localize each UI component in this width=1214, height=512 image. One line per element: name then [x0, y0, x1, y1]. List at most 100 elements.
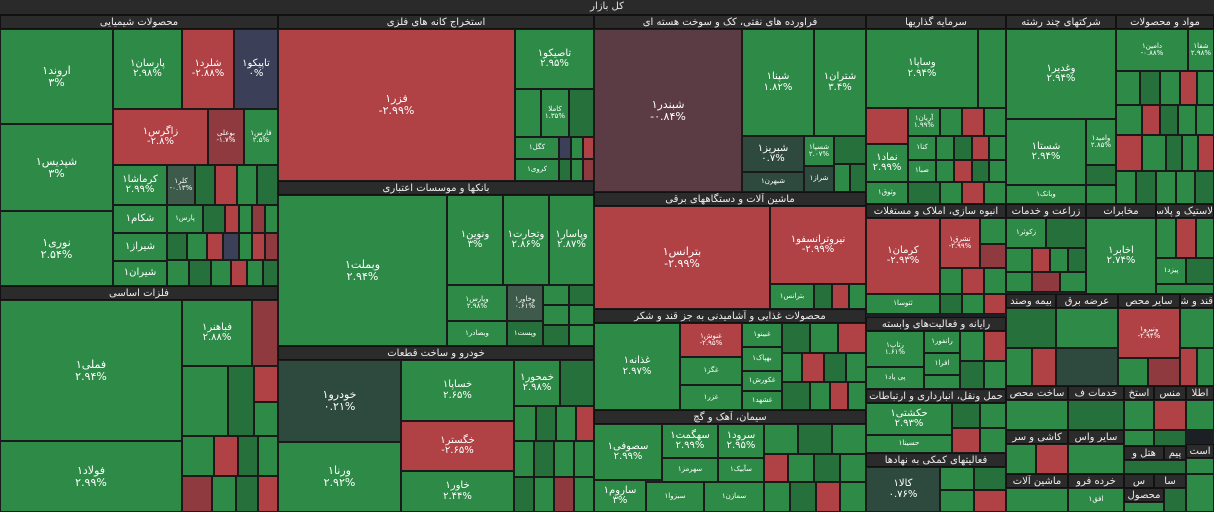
- tile-khavar[interactable]: خاور۱ ۲.۴۴%: [401, 471, 514, 512]
- tile-auto-small[interactable]: [560, 360, 594, 406]
- tile-trans-small[interactable]: [952, 428, 980, 453]
- tile-agri-small[interactable]: [1068, 248, 1086, 272]
- tile-kana[interactable]: کنا۱: [908, 136, 936, 160]
- tile-serod[interactable]: سرود۱ ۲.۹۵%: [718, 424, 764, 458]
- tile-khgostar[interactable]: خگستر۱ -۲.۶۵%: [401, 421, 514, 471]
- sector-real-estate-header[interactable]: انبوه سازی، املاک و مستغلات: [866, 204, 1006, 218]
- tile-row-small[interactable]: [1124, 460, 1186, 474]
- tile-chem-small[interactable]: [225, 205, 239, 233]
- tile-vnikro[interactable]: ونیرو۱ -۲.۹۴%: [1118, 308, 1180, 358]
- sector-insurance-header[interactable]: بیمه وصند: [1006, 294, 1056, 308]
- sector-materials-header[interactable]: مواد و محصولات: [1116, 15, 1214, 29]
- tile-vpost[interactable]: وپست۱: [507, 321, 543, 346]
- tile-multi-small[interactable]: [1086, 185, 1116, 204]
- tile-bahak[interactable]: بهپاک۱: [742, 347, 782, 371]
- tile-tapeco[interactable]: تاصیکو۱ ۲.۹۵%: [515, 29, 594, 89]
- tile-row-small[interactable]: [1154, 400, 1186, 430]
- tile-rub-small[interactable]: [1196, 218, 1214, 258]
- tile-fin-small[interactable]: [940, 490, 974, 512]
- tile-mat-small[interactable]: [1116, 105, 1142, 135]
- tile-khsapa[interactable]: خساپا۱ ۲.۶۵%: [401, 360, 514, 421]
- tile-fameli[interactable]: فملی۱ ۲.۹۴%: [0, 300, 182, 441]
- tile-mat-small[interactable]: [1116, 71, 1140, 105]
- tile-rub-small[interactable]: [1186, 258, 1214, 284]
- tile-oil-small[interactable]: [834, 164, 850, 192]
- tile-mach-small[interactable]: [814, 284, 832, 309]
- sector-textile-header[interactable]: منس: [1154, 386, 1186, 400]
- tile-agri-small[interactable]: [1032, 248, 1050, 272]
- tile-inv-small[interactable]: [954, 136, 972, 160]
- tile-trans-small[interactable]: [952, 403, 980, 428]
- sector-finserv-header[interactable]: خدمات ف: [1068, 386, 1124, 400]
- tile-misc-small[interactable]: [1032, 348, 1056, 386]
- tile-auto-small[interactable]: [514, 406, 536, 441]
- tile-inv-small[interactable]: [972, 136, 989, 160]
- tile-agri-small[interactable]: [1006, 248, 1032, 272]
- tile-inv-small[interactable]: [936, 160, 954, 182]
- tile-rotap[interactable]: رتاپ۱ ۱.۶۱%: [866, 331, 924, 367]
- tile-vpars[interactable]: وپارس۱ ۲.۹۸%: [447, 285, 507, 321]
- tile-re-small[interactable]: [962, 268, 984, 294]
- tile-rub-small[interactable]: [1156, 218, 1176, 258]
- tile-fin-small[interactable]: [940, 467, 974, 490]
- tile-khodro[interactable]: خودرو۱ ۰.۲۱%: [278, 360, 401, 442]
- tile-khmehvar[interactable]: خمحور۱ ۲.۹۸%: [514, 360, 560, 406]
- tile-row-small[interactable]: [1154, 430, 1186, 446]
- tile-row-small[interactable]: [1124, 400, 1154, 430]
- tile-sugar-small[interactable]: [1180, 308, 1214, 348]
- tile-bouali[interactable]: بوعلی -۱.۷%: [208, 109, 244, 165]
- tile-vorna[interactable]: ورنا۱ ۲.۹۲%: [278, 442, 401, 512]
- tile-shebandar[interactable]: شبندر۱ -۰.۸۴%: [594, 29, 742, 192]
- tile-row-small[interactable]: [1068, 400, 1124, 430]
- tile-trans-small[interactable]: [980, 428, 1006, 453]
- tile-shebriz[interactable]: شبریز۱ ۰.۷%: [742, 136, 804, 172]
- tile-shiran[interactable]: شیران۱: [113, 261, 167, 286]
- tile-auto-small[interactable]: [534, 441, 554, 477]
- tile-fezar[interactable]: فزر۱ -۲.۹۹%: [278, 29, 515, 181]
- tile-mine-small[interactable]: [571, 137, 583, 159]
- tile-chem-small[interactable]: [203, 205, 225, 233]
- tile-betranse[interactable]: بترانس۱ -۲.۹۹%: [594, 206, 770, 309]
- tile-auto-small[interactable]: [576, 406, 594, 441]
- sector-sugar-header[interactable]: قند و شکر: [1180, 294, 1214, 308]
- tile-tosa[interactable]: ثتوسا۱: [866, 294, 940, 314]
- tile-row-small[interactable]: [1068, 444, 1124, 474]
- tile-cem-small[interactable]: [764, 454, 788, 482]
- tile-inv-small[interactable]: [940, 108, 962, 136]
- tile-inv-small[interactable]: [908, 182, 940, 204]
- sector-chemicals-header[interactable]: محصولات شیمیایی: [0, 15, 278, 29]
- tile-misc-small[interactable]: [1006, 308, 1056, 348]
- tile-inv-small[interactable]: [962, 182, 984, 204]
- tile-metal-small[interactable]: [238, 436, 258, 476]
- tile-chem-small[interactable]: [257, 165, 278, 205]
- tile-shefa[interactable]: شفا۱ ۲.۹۸%: [1188, 29, 1214, 71]
- tile-mat-small[interactable]: [1156, 171, 1176, 204]
- sector-agri-header[interactable]: زراعت و خدمات: [1006, 204, 1086, 218]
- tile-sebzva[interactable]: سبزوا۱: [646, 482, 704, 512]
- tile-food-small[interactable]: [838, 323, 866, 353]
- tile-afra[interactable]: افرا۱: [924, 353, 960, 375]
- tile-food-small[interactable]: [810, 323, 838, 353]
- tile-auto-small[interactable]: [554, 441, 574, 477]
- tile-cem-small[interactable]: [798, 424, 832, 454]
- tile-inv-small[interactable]: [984, 108, 1006, 136]
- sector-sa-header[interactable]: سا: [1154, 474, 1186, 488]
- tile-mine-small[interactable]: [515, 89, 541, 137]
- sector-extract-header[interactable]: استخ: [1124, 386, 1154, 400]
- sector-other-header[interactable]: سایر محص: [1118, 294, 1180, 308]
- tile-metal-small[interactable]: [254, 402, 278, 436]
- tile-shasta[interactable]: شستا۱ ۲.۹۴%: [1006, 119, 1086, 185]
- tile-chem-small[interactable]: [167, 260, 189, 286]
- tile-mat-small[interactable]: [1197, 71, 1214, 105]
- tile-bank-small[interactable]: [543, 325, 569, 346]
- tile-misc-small[interactable]: [1006, 348, 1032, 386]
- sector-computer-header[interactable]: رایانه و فعالیت‌های وابسته: [866, 317, 1006, 331]
- tile-betrans[interactable]: بترانس۱: [770, 284, 814, 309]
- tile-trans-small[interactable]: [980, 403, 1006, 428]
- tile-mat-small[interactable]: [1160, 71, 1180, 105]
- tile-agri-small[interactable]: [1046, 218, 1086, 248]
- tile-farse[interactable]: فارس۱ ۲.۵%: [244, 109, 278, 165]
- tile-row-small[interactable]: [1006, 444, 1036, 474]
- tile-sesofi[interactable]: سصوفی۱ ۲.۹۹%: [594, 424, 662, 480]
- tile-mat-small[interactable]: [1160, 105, 1178, 135]
